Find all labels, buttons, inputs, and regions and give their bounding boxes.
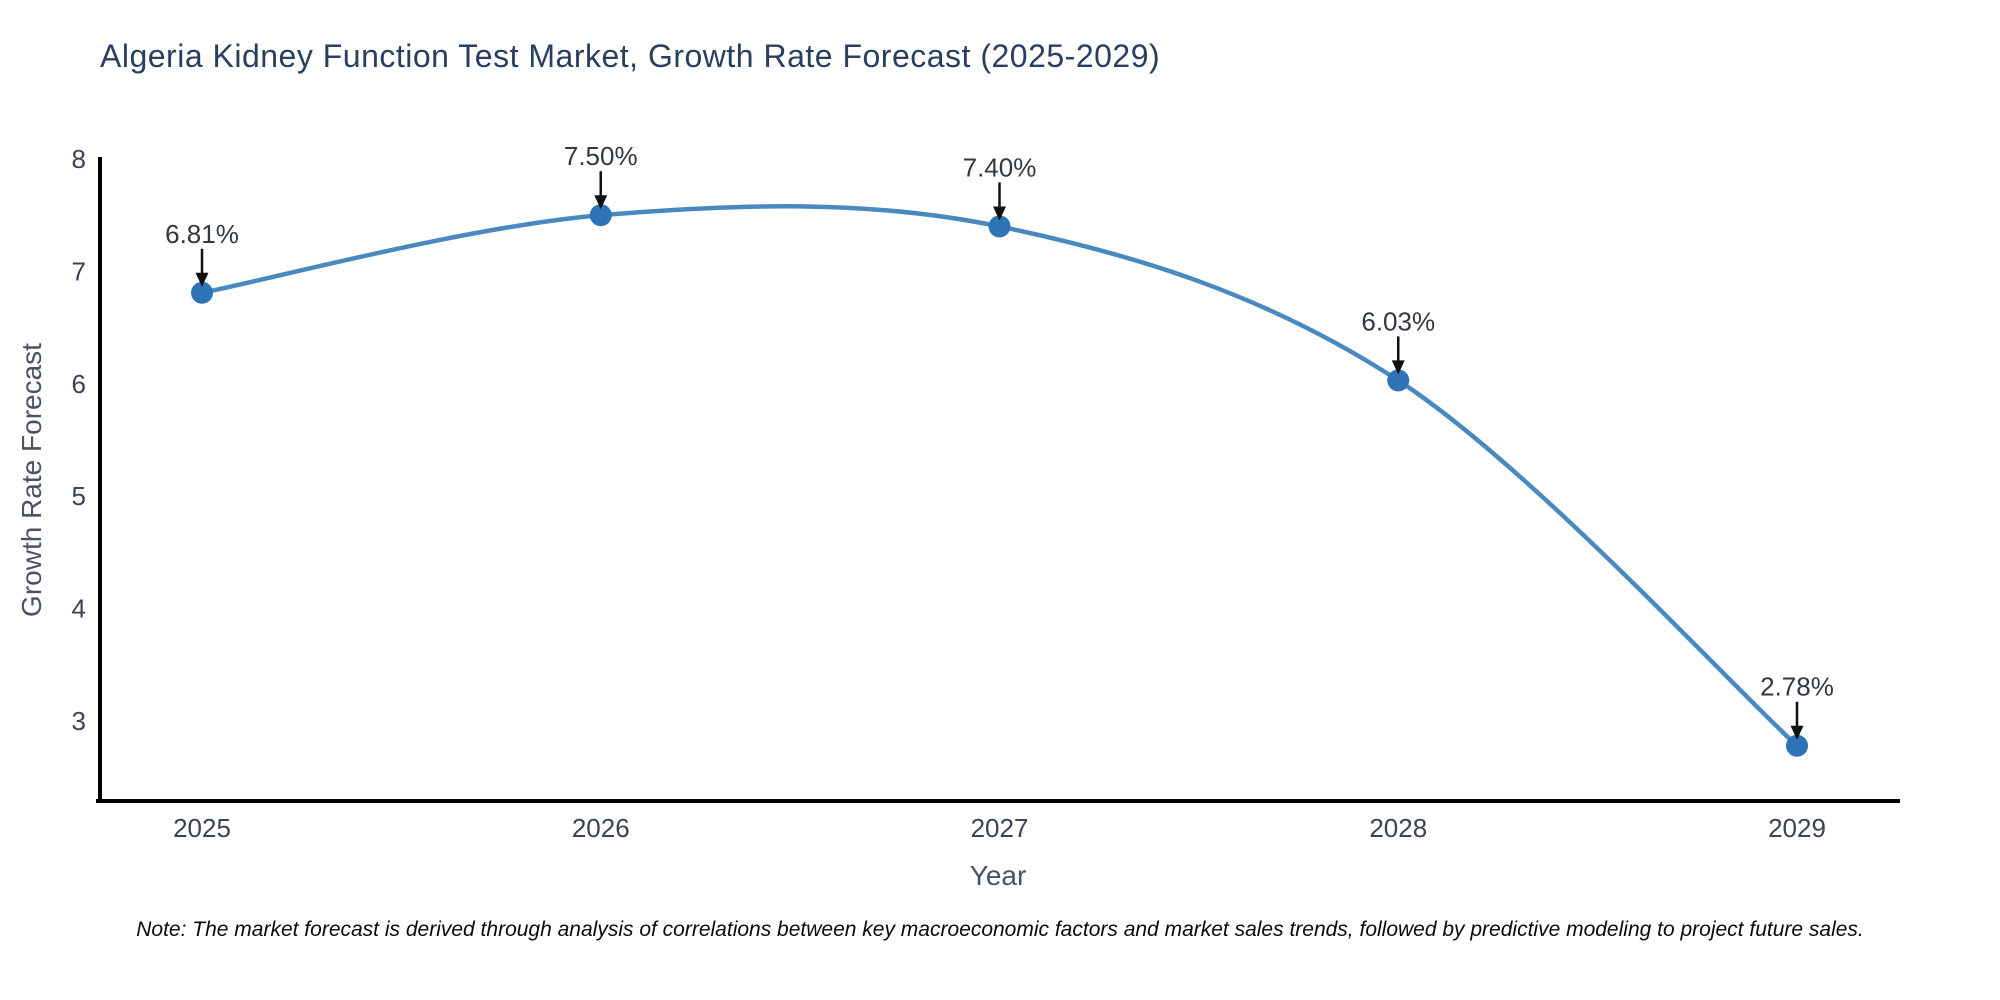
data-point-marker bbox=[1387, 369, 1410, 392]
y-tick-label: 7 bbox=[72, 256, 86, 286]
annotation-label: 2.78% bbox=[1760, 672, 1834, 702]
annotation-arrowhead bbox=[1790, 725, 1804, 740]
data-point-marker bbox=[191, 281, 213, 304]
annotation-label: 7.50% bbox=[564, 141, 638, 171]
y-tick-label: 6 bbox=[72, 369, 86, 399]
annotation-label: 6.81% bbox=[165, 219, 239, 249]
annotation-arrowhead bbox=[195, 272, 209, 287]
annotation-arrowhead bbox=[993, 206, 1006, 221]
y-tick-label: 8 bbox=[72, 144, 86, 174]
x-tick-label: 2026 bbox=[572, 813, 630, 843]
annotation-label: 6.03% bbox=[1361, 306, 1435, 336]
annotation-arrowhead bbox=[594, 195, 608, 210]
chart-title: Algeria Kidney Function Test Market, Gro… bbox=[100, 38, 1161, 74]
x-tick-label: 2029 bbox=[1768, 813, 1826, 843]
x-axis-title: Year bbox=[969, 860, 1027, 891]
y-tick-label: 3 bbox=[72, 706, 86, 736]
footnote: Note: The market forecast is derived thr… bbox=[136, 918, 1864, 941]
y-tick-label: 4 bbox=[72, 594, 86, 624]
annotation-arrowhead bbox=[1391, 360, 1405, 375]
x-tick-label: 2025 bbox=[173, 813, 231, 843]
data-point-marker bbox=[1786, 734, 1808, 757]
annotation-label: 7.40% bbox=[963, 152, 1037, 182]
y-axis-title: Growth Rate Forecast bbox=[16, 343, 47, 617]
y-tick-label: 5 bbox=[72, 481, 86, 511]
series-line bbox=[199, 204, 1800, 748]
data-point-marker bbox=[988, 215, 1011, 238]
data-point-marker bbox=[589, 204, 612, 227]
x-tick-label: 2028 bbox=[1369, 813, 1427, 843]
x-tick-label: 2027 bbox=[971, 813, 1029, 843]
